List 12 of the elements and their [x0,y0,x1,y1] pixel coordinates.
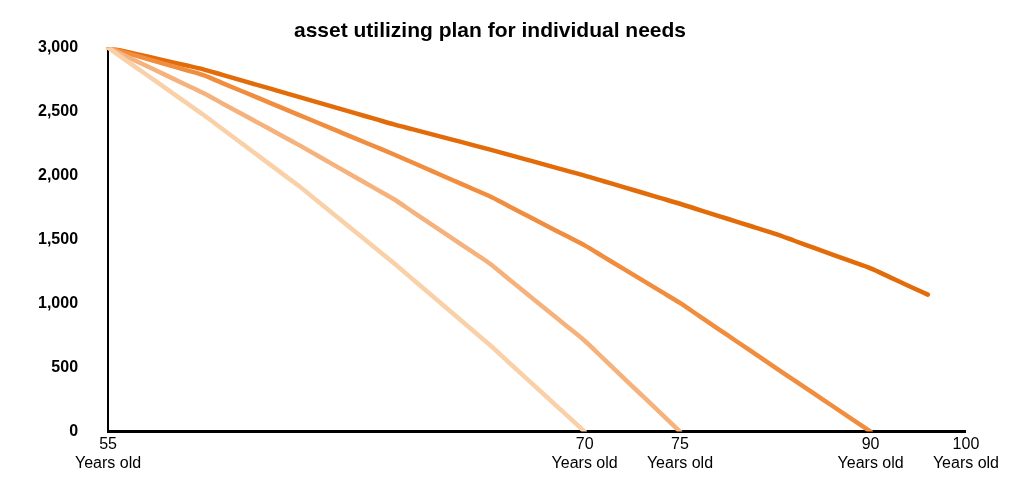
x-tick-label: 90 Years old [837,434,904,471]
y-tick-label: 2,500 [37,102,79,120]
x-tick-label: 75 Years old [646,434,714,471]
y-tick-label: 3,000 [37,38,79,56]
y-tick-label: 2,000 [37,166,79,184]
y-tick-label: 500 [51,358,79,376]
y-tick-label: 1,000 [37,294,79,312]
y-tick-label: 0 [69,422,79,440]
y-tick-label: 1,500 [37,230,79,248]
chart-title: asset utilizing plan for individual needs [293,17,687,41]
x-tick-label: 70 Years old [551,434,618,471]
x-tick-label: 100 Years old [932,434,999,471]
